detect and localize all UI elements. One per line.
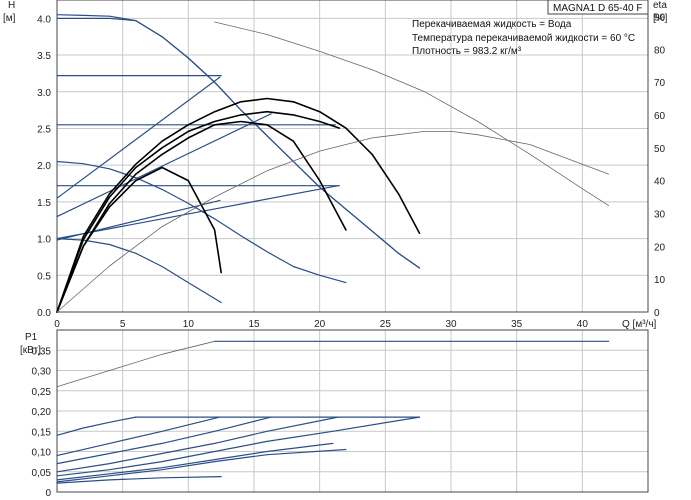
y-left-tick-label: 3.5 [37, 51, 51, 62]
series-line-head-min [56, 238, 222, 304]
y-right-tick-label: 0 [654, 308, 660, 319]
series-line-head-limit [56, 17, 421, 269]
y-left-tick-label: 0.0 [37, 308, 51, 319]
power-y-tick-label: 0 [45, 488, 51, 499]
top-chart-frame [56, 0, 649, 313]
power-y-tick-label: 0,20 [32, 407, 52, 418]
power-y-tick-label: 0,10 [32, 448, 52, 459]
bottom-gridlines [56, 330, 648, 493]
power-y-label-line-1: P1 [25, 332, 38, 343]
y-right-label-line-2: [%] [653, 13, 668, 24]
y-right-tick-label: 90 [654, 12, 666, 23]
power-y-tick-label: 0,15 [32, 427, 52, 438]
y-right-tick-label: 30 [654, 209, 666, 220]
series-line-p-min [56, 476, 222, 484]
x-tick-label: 0 [54, 319, 60, 330]
series-line-p-5 [56, 416, 421, 477]
x-tick-label: 30 [445, 319, 457, 330]
y-right-label-line-1: eta [653, 0, 667, 11]
power-y-tick-label: 0,30 [32, 367, 52, 378]
y-right-tick-label: 80 [654, 45, 666, 56]
y-left-tick-label: 1.0 [37, 235, 51, 246]
series-line-diag-2 [56, 113, 272, 218]
y-left-tick-label: 2.5 [37, 124, 51, 135]
y-right-tick-label: 50 [654, 144, 666, 155]
y-right-tick-label: 20 [654, 242, 666, 253]
series-line-eta-gray-1 [56, 130, 609, 313]
power-y-label-line-2: [кВт] [20, 345, 41, 356]
series-line-p-6 [56, 442, 334, 481]
series-line-diag-3 [56, 185, 339, 240]
y-right-tick-label: 10 [654, 275, 666, 286]
series-line-diag-4 [56, 199, 221, 241]
power-y-tick-label: 0,25 [32, 387, 52, 398]
x-tick-label: 35 [511, 319, 523, 330]
series-line-head-max [56, 14, 421, 269]
y-right-tick-labels: 0 10 20 30 40 50 60 70 80 90 [654, 12, 666, 319]
bottom-series-group [56, 340, 610, 484]
y-left-tick-label: 0.5 [37, 271, 51, 282]
bottom-chart-frame [56, 329, 649, 493]
info-line-liquid: Перекачиваемая жидкость = Вода [412, 19, 572, 30]
info-line-density: Плотность = 983.2 кг/м³ [412, 46, 522, 57]
series-line-p-7 [56, 448, 347, 483]
y-left-label-line-2: [м] [3, 13, 16, 24]
top-gridlines [56, 0, 648, 313]
x-axis-unit-label: Q [м³/ч] [622, 319, 657, 330]
info-line-temperature: Температура перекачиваемой жидкости = 60… [412, 33, 635, 44]
y-left-tick-label: 4.0 [37, 14, 51, 25]
x-tick-label: 10 [183, 319, 195, 330]
y-left-tick-labels: 0.0 0.5 1.0 1.5 2.0 2.5 3.0 3.5 4.0 [37, 14, 51, 319]
y-left-tick-label: 3.0 [37, 88, 51, 99]
series-line-p-4 [56, 416, 339, 473]
bottom-chart: 0 0,05 0,10 0,15 0,20 0,25 0,30 0,35 P1 [кВт] [20, 329, 649, 499]
top-chart: 0 5 10 15 20 25 30 35 40 0.0 0.5 1.0 1.5 2.0 2.5 3.0 3.… [3, 0, 668, 330]
y-right-tick-label: 40 [654, 177, 666, 188]
x-tick-label: 15 [248, 319, 260, 330]
y-right-tick-label: 70 [654, 78, 666, 89]
series-line-eta-black-2 [56, 110, 341, 313]
series-line-head-gray [214, 21, 609, 207]
series-line-eta-black-1 [56, 97, 421, 313]
x-tick-label: 5 [120, 319, 126, 330]
power-y-tick-label: 0,05 [32, 468, 52, 479]
series-line-p-max-gray [56, 340, 216, 388]
series-line-eta-black-3 [56, 120, 347, 313]
y-right-tick-label: 60 [654, 111, 666, 122]
y-left-tick-label: 1.5 [37, 198, 51, 209]
series-line-diag-1 [56, 76, 221, 199]
series-line-p-1 [56, 416, 137, 436]
model-box [547, 0, 649, 15]
power-y-tick-label: 0,35 [32, 346, 52, 357]
series-line-p-3 [56, 416, 272, 465]
x-tick-label: 25 [380, 319, 392, 330]
x-tick-labels: 0 5 10 15 20 25 30 35 40 [54, 319, 588, 330]
model-label: MAGNA1 D 65-40 F [553, 3, 642, 14]
y-left-label-line-1: H [8, 0, 15, 11]
x-tick-label: 20 [314, 319, 326, 330]
power-y-tick-labels: 0 0,05 0,10 0,15 0,20 0,25 0,30 0,35 [32, 346, 52, 499]
series-line-p-2 [56, 416, 221, 457]
series-line-eta-black-4 [56, 166, 222, 313]
x-tick-label: 40 [577, 319, 589, 330]
top-series-group [56, 14, 609, 313]
y-left-tick-label: 2.0 [37, 161, 51, 172]
